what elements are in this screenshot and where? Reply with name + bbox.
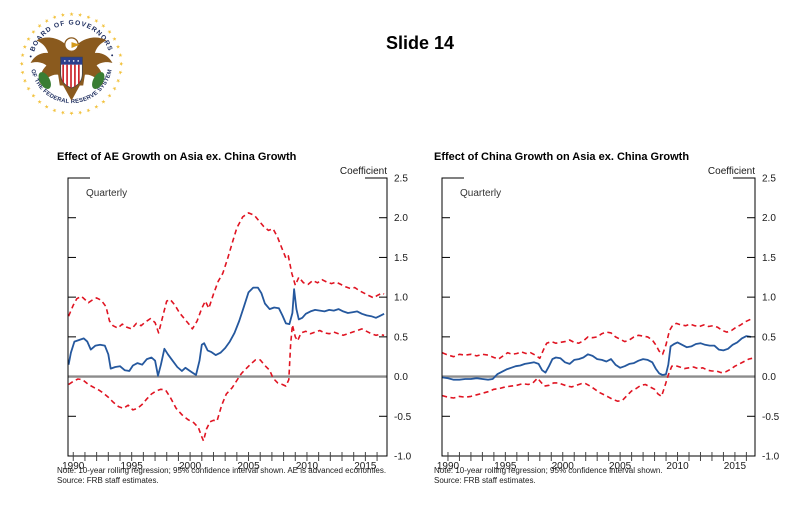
y-tick-label: -0.5 [394,412,412,423]
y-tick-label: 1.5 [762,253,776,264]
plot-frame [441,177,756,457]
x-tick-label: 2005 [609,461,632,472]
seal-star-icon: ★ [116,69,123,75]
series-ci_upper [442,317,753,360]
x-tick-label: 1995 [494,461,517,472]
chart-source: Source: FRB staff estimates. [434,476,536,485]
y-tick-label: -1.0 [762,452,780,463]
plot-area: 2.5 2.0 1.5 1.0 0.5 0.0 -0.5 -1.0 1990 1995 2000 20… [62,174,412,473]
y-tick-label: 0.5 [394,332,408,343]
x-tick-label: 1995 [121,461,144,472]
y-tick-label: 1.5 [394,253,408,264]
frequency-label: Quarterly [86,188,127,199]
y-tick-label: -1.0 [394,452,412,463]
chart-china-growth-effect: Effect of China Growth on Asia ex. China… [434,151,780,485]
x-tick-label: 2000 [552,461,575,472]
series-coefficient [442,335,752,381]
x-tick-label: 1990 [437,461,460,472]
seal-star-icon: ★ [110,85,118,92]
seal-star-icon: ★ [22,77,29,84]
seal-star-icon: ★ [60,12,66,19]
y-tick-label: 1.0 [394,293,408,304]
seal-star-icon: ★ [30,91,38,99]
seal-star-icon: ★ [117,61,123,66]
seal-star-icon: ★ [69,110,74,116]
frequency-label: Quarterly [460,188,501,199]
seal-star-icon: ★ [25,85,33,92]
seal-star-icon: ★ [116,52,123,58]
y-tick-label: 2.5 [762,174,776,185]
chart-ae-growth-effect: Effect of AE Growth on Asia ex. China Gr… [57,151,412,485]
chart-source: Source: FRB staff estimates. [57,476,159,485]
seal-star-icon: ★ [36,97,44,105]
chart-note: Note: 10-year rolling regression; 95% co… [57,466,386,475]
seal-star-icon: ★ [36,22,44,30]
seal-star-icon: ★ [114,77,121,84]
seal-star-icon: ★ [43,102,50,110]
series-ci_lower [68,324,385,442]
seal-star-icon: ★ [99,23,107,31]
y-tick-label: 2.0 [394,213,408,224]
y-tick-label: 0.5 [762,332,776,343]
seal-star-icon: ★ [105,91,113,99]
y-tick-label: -0.5 [762,412,780,423]
series-coefficient [68,286,385,377]
series-ci_lower [442,357,753,403]
x-tick-label: 2000 [179,461,202,472]
y-axis-unit-label: Coefficient [340,166,387,177]
y-tick-label: 2.5 [394,174,408,185]
y-axis-unit-label: Coefficient [708,166,755,177]
shield-icon [60,56,83,89]
seal-star-icon: ★ [22,44,29,51]
y-tick-label: 0.0 [762,372,776,383]
seal-star-icon: ★ [20,69,27,75]
seal-star-icon: ★ [99,97,107,105]
plot-frame [67,177,388,457]
x-tick-label: 2015 [354,461,377,472]
seal-star-icon: ★ [77,12,83,19]
x-tick-label: 2010 [296,461,319,472]
seal-star-icon: ★ [51,106,58,113]
seal-star-ring: ★★★★★★★★★★★★★★★★★★★★★★★★★ ★ ★ ★ ★ ★ ★★★★★★ [20,12,124,116]
seal-star-icon: ★ [69,12,74,18]
seal-star-icon: ★ [92,18,99,26]
seal-star-icon: ★ [60,109,66,116]
federal-reserve-seal-icon: ★★★★★★★★★★★★★★★★★★★★★★★★★ ★ ★ ★ ★ ★ ★★★★★★ • B… [18,11,125,117]
x-tick-label: 2015 [724,461,747,472]
seal-star-icon: ★ [110,36,118,43]
series-ci_upper [68,212,385,334]
seal-star-icon: ★ [20,61,26,66]
seal-star-icon: ★ [43,18,50,26]
y-tick-label: 0.0 [394,372,408,383]
plot-area: 2.5 2.0 1.5 1.0 0.5 0.0 -0.5 -1.0 1990 1995 2000 20… [437,174,780,473]
seal-star-icon: ★ [92,102,99,110]
seal-star-icon: ★ [77,109,83,116]
chart-note: Note: 10-year rolling regression; 95% co… [434,466,663,475]
chart-title: Effect of AE Growth on Asia ex. China Gr… [57,151,297,163]
x-tick-label: 1990 [62,461,85,472]
chart-title: Effect of China Growth on Asia ex. China… [434,151,689,163]
y-tick-label: 1.0 [762,293,776,304]
seal-star-icon: ★ [20,52,27,58]
seal-star-icon: ★ [85,106,92,113]
seal-star-icon: ★ [51,14,58,21]
x-tick-label: 2010 [666,461,689,472]
seal-star-icon: ★ [105,29,113,37]
x-tick-label: 2005 [237,461,260,472]
y-tick-label: 2.0 [762,213,776,224]
eagle-icon [30,37,113,101]
seal-star-icon: ★ [25,36,33,43]
slide-title: Slide 14 [385,33,455,53]
seal-star-icon: ★ [30,29,38,37]
seal-star-icon: ★ [114,44,121,51]
seal-star-icon: ★ [85,14,92,21]
